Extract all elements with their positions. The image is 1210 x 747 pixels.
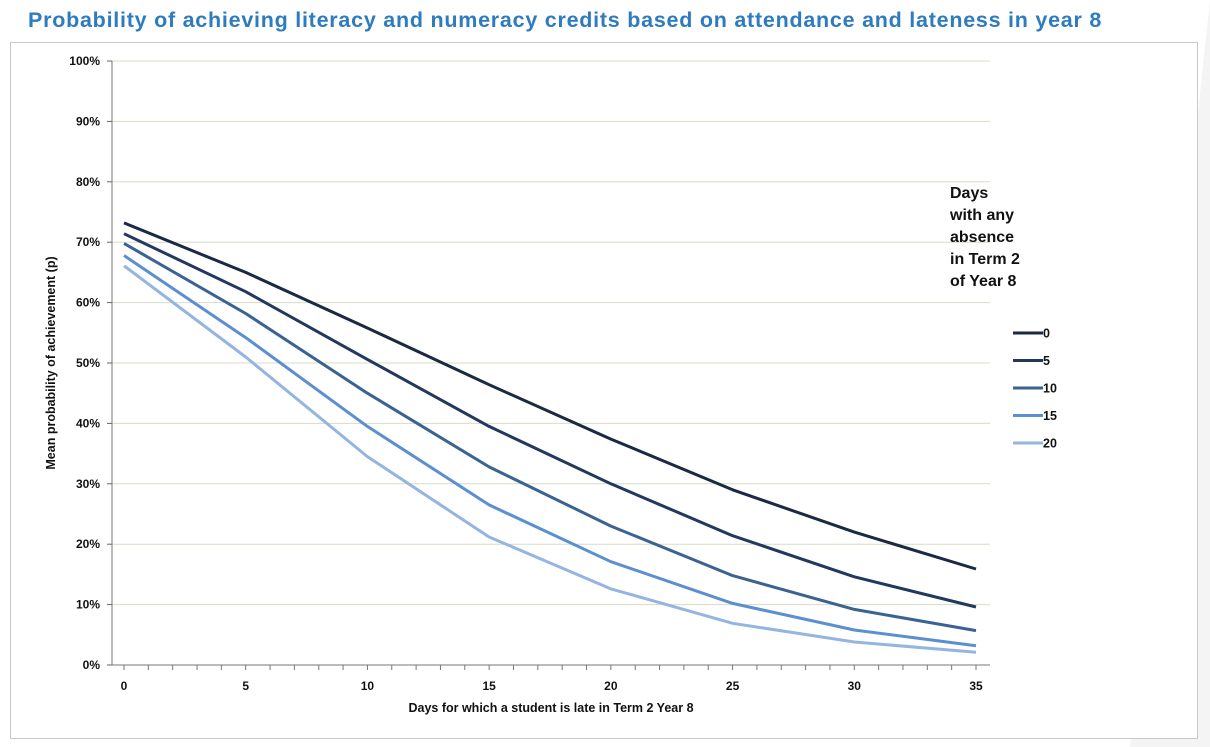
y-tick-label: 20% — [76, 537, 100, 551]
y-axis-label: Mean probability of achievement (p) — [44, 256, 58, 469]
x-tick-label: 10 — [361, 679, 375, 693]
x-axis-ticks: 0 5 10 15 20 25 30 35 — [121, 665, 983, 693]
x-axis-label: Days for which a student is late in Term… — [408, 701, 693, 715]
legend-title-line: absence — [950, 229, 1015, 246]
y-tick-label: 30% — [76, 477, 100, 491]
x-tick-label: 15 — [482, 679, 496, 693]
x-tick-label: 20 — [604, 679, 618, 693]
y-tick-label: 70% — [76, 235, 100, 249]
legend-title-line: Days — [950, 185, 989, 202]
legend-title-line: with any — [950, 207, 1015, 224]
series-line-20 — [123, 264, 977, 654]
y-tick-label: 0% — [83, 658, 101, 672]
y-axis-ticks: 0% 10% 20% 30% 40% 50% 60% 70% 80% 90% 100% — [69, 54, 112, 672]
legend-label: 5 — [1043, 354, 1050, 368]
series-line-15 — [123, 254, 977, 648]
x-tick-label: 5 — [242, 679, 249, 693]
legend-label: 15 — [1043, 409, 1057, 423]
y-tick-label: 10% — [76, 598, 100, 612]
x-tick-label: 35 — [969, 679, 983, 693]
gridlines — [112, 60, 990, 606]
chart-frame — [10, 42, 1198, 739]
x-tick-label: 30 — [848, 679, 862, 693]
y-tick-label: 100% — [69, 54, 100, 68]
x-tick-label: 25 — [726, 679, 740, 693]
legend-title: Days with any absence in Term 2 of Year 8 — [950, 183, 1060, 293]
y-tick-label: 50% — [76, 356, 100, 370]
y-tick-label: 60% — [76, 296, 100, 310]
y-tick-label: 90% — [76, 114, 100, 128]
y-tick-label: 80% — [76, 175, 100, 189]
legend-label: 0 — [1043, 327, 1050, 341]
series-line-10 — [123, 242, 977, 633]
chart-title: Probability of achieving literacy and nu… — [28, 8, 1103, 32]
series-line-5 — [123, 232, 977, 609]
legend-title-line: in Term 2 — [950, 251, 1020, 268]
x-tick-label: 0 — [121, 679, 128, 693]
y-tick-label: 40% — [76, 416, 100, 430]
series-line-0 — [123, 221, 977, 571]
series-lines — [123, 221, 977, 654]
legend-label: 20 — [1043, 437, 1057, 451]
legend-title-line: of Year 8 — [950, 273, 1017, 290]
legend-label: 10 — [1043, 382, 1057, 396]
legend: 0 5 10 15 20 — [1013, 327, 1057, 451]
